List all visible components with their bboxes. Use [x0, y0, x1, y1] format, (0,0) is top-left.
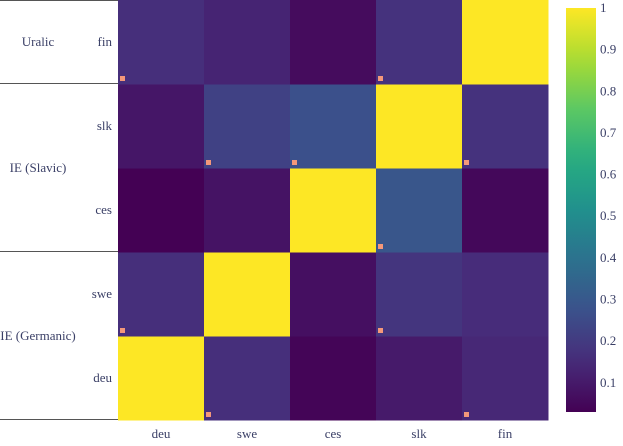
heatmap-cell-slk-ces: [290, 84, 377, 169]
heatmap-cell-swe-swe: [204, 252, 291, 337]
colorbar-tick-label: 0.7: [600, 125, 617, 140]
heatmap-cell-deu-fin: [462, 336, 549, 421]
significance-marker-fin-deu: [120, 76, 125, 81]
heatmap-cell-deu-deu: [118, 336, 205, 421]
x-tick-label-swe: swe: [237, 426, 257, 441]
heatmap-cells: [118, 0, 549, 421]
heatmap-cell-ces-fin: [462, 168, 549, 253]
significance-marker-fin-slk: [378, 76, 383, 81]
heatmap-cell-deu-ces: [290, 336, 377, 421]
heatmap-cell-slk-deu: [118, 84, 205, 169]
heatmap-cell-swe-deu: [118, 252, 205, 337]
x-tick-label-fin: fin: [498, 426, 513, 441]
x-tick-label-deu: deu: [152, 426, 171, 441]
x-axis-tick-labels: deu swe ces slk fin: [152, 426, 513, 441]
heatmap-cell-swe-ces: [290, 252, 377, 337]
colorbar-tick-label: 0.1: [600, 375, 616, 390]
significance-marker-deu-swe: [206, 412, 211, 417]
significance-marker-deu-fin: [464, 412, 469, 417]
heatmap-cell-slk-slk: [376, 84, 463, 169]
colorbar-tick-label: 0.3: [600, 292, 616, 307]
colorbar-gradient: [566, 8, 596, 412]
colorbar-tick-label: 0.5: [600, 208, 616, 223]
y-tick-label-swe: swe: [92, 286, 112, 301]
group-label: IE (Slavic): [10, 160, 67, 175]
significance-markers: [120, 76, 469, 417]
heatmap-cell-swe-slk: [376, 252, 463, 337]
heatmap-cell-deu-swe: [204, 336, 291, 421]
heatmap-cell-fin-ces: [290, 0, 377, 85]
significance-marker-swe-deu: [120, 328, 125, 333]
y-axis-tick-labels: deu swe ces slk fin: [92, 34, 113, 385]
y-tick-label-fin: fin: [98, 34, 113, 49]
heatmap-cell-slk-fin: [462, 84, 549, 169]
significance-marker-ces-slk: [378, 244, 383, 249]
colorbar-tick-label: 0.2: [600, 333, 616, 348]
heatmap-cell-slk-swe: [204, 84, 291, 169]
row-group-brackets: IE (Germanic) IE (Slavic) Uralic: [0, 0, 118, 420]
x-tick-label-ces: ces: [325, 426, 342, 441]
y-tick-label-slk: slk: [97, 118, 113, 133]
significance-marker-slk-fin: [464, 160, 469, 165]
significance-marker-slk-ces: [292, 160, 297, 165]
heatmap-cell-ces-slk: [376, 168, 463, 253]
heatmap-cell-deu-slk: [376, 336, 463, 421]
colorbar-tick-label: 0.8: [600, 83, 616, 98]
heatmap-cell-ces-deu: [118, 168, 205, 253]
heatmap-cell-fin-slk: [376, 0, 463, 85]
heatmap-cell-fin-fin: [462, 0, 549, 85]
significance-marker-slk-swe: [206, 160, 211, 165]
heatmap-cell-ces-swe: [204, 168, 291, 253]
heatmap-cell-fin-swe: [204, 0, 291, 85]
group-label: Uralic: [22, 34, 55, 49]
colorbar-tick-label: 0.9: [600, 42, 616, 57]
heatmap-cell-ces-ces: [290, 168, 377, 253]
significance-marker-swe-slk: [378, 328, 383, 333]
y-tick-label-ces: ces: [95, 202, 112, 217]
heatmap-cell-fin-deu: [118, 0, 205, 85]
colorbar-tick-label: 0.4: [600, 250, 617, 265]
colorbar-tick-label: 0.6: [600, 167, 617, 182]
heatmap-cell-swe-fin: [462, 252, 549, 337]
colorbar: 0.1 0.2 0.3 0.4 0.5 0.6 0.7 0.8 0.9 1: [566, 0, 617, 412]
x-tick-label-slk: slk: [411, 426, 427, 441]
group-label: IE (Germanic): [0, 328, 75, 343]
colorbar-tick-label: 1: [600, 0, 607, 15]
y-tick-label-deu: deu: [93, 370, 112, 385]
